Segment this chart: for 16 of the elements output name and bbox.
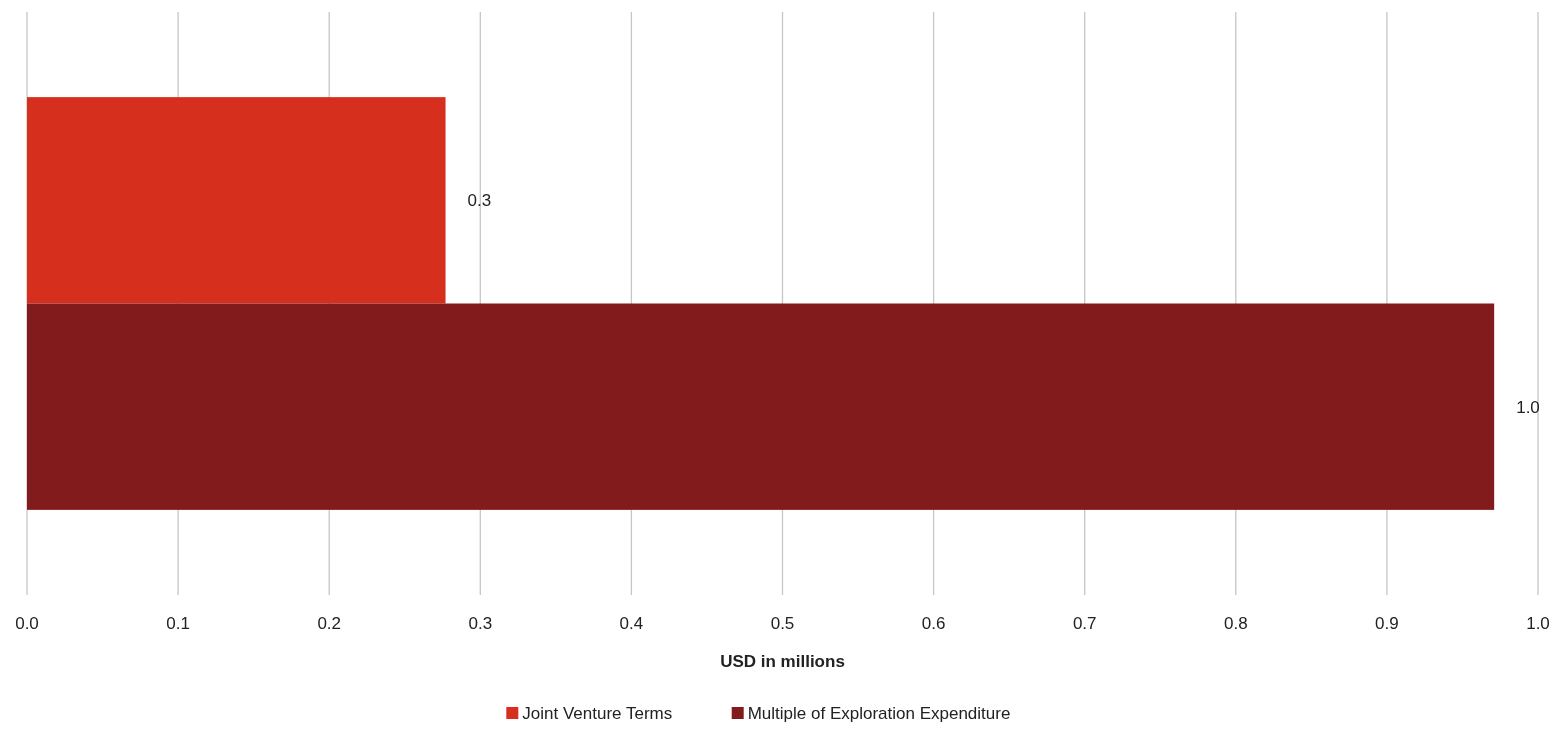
x-tick-label: 0.2 <box>317 614 342 633</box>
x-tick-label: 0.3 <box>468 614 493 633</box>
legend-label: Multiple of Exploration Expenditure <box>747 704 1011 723</box>
x-tick-label: 0.8 <box>1223 614 1248 633</box>
data-label: 0.3 <box>467 191 492 211</box>
x-tick-label: 0.5 <box>770 614 795 633</box>
x-tick-label: 0.7 <box>1072 614 1097 633</box>
x-tick-label: 0.9 <box>1375 614 1399 633</box>
x-tick-label: 0.0 <box>15 614 39 633</box>
legend-label: Joint Venture Terms <box>522 704 673 723</box>
x-axis-title: USD in millions <box>720 652 845 671</box>
x-tick-label: 0.4 <box>619 614 644 633</box>
x-tick-label: 0.6 <box>921 614 946 633</box>
x-tick-label: 1.0 <box>1526 614 1550 633</box>
data-label: 1.0 <box>1516 397 1540 417</box>
x-tick-label: 0.1 <box>166 614 190 633</box>
